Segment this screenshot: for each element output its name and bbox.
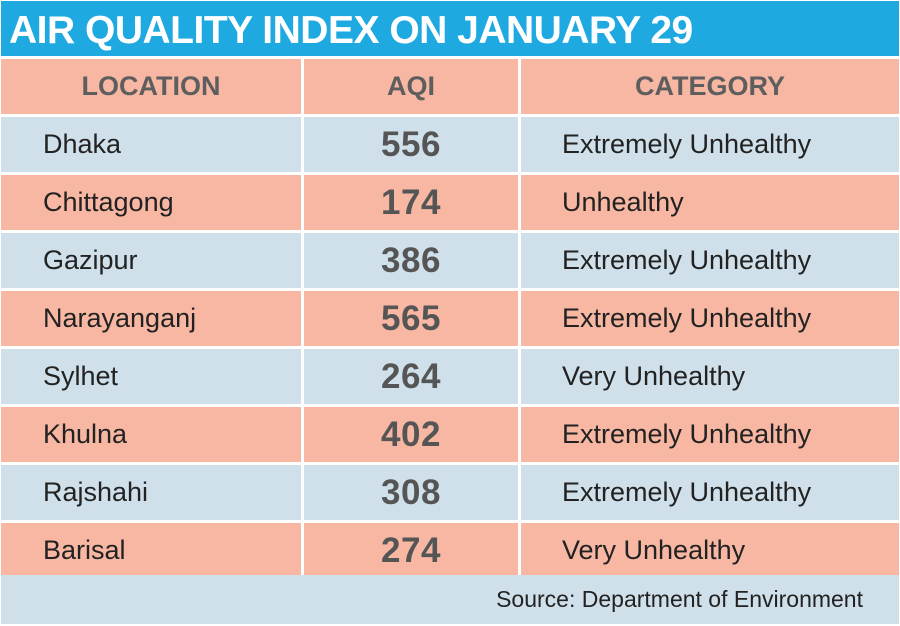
location-cell: Gazipur: [1, 233, 301, 288]
table-row: Rajshahi 308 Extremely Unhealthy: [1, 465, 899, 520]
table-row: Dhaka 556 Extremely Unhealthy: [1, 117, 899, 172]
column-header-aqi: AQI: [304, 59, 518, 114]
table-row: Barisal 274 Very Unhealthy: [1, 523, 899, 578]
chart-title: AIR QUALITY INDEX ON JANUARY 29: [9, 9, 693, 52]
category-cell: Very Unhealthy: [521, 523, 899, 578]
table-row: Chittagong 174 Unhealthy: [1, 175, 899, 230]
category-cell: Extremely Unhealthy: [521, 233, 899, 288]
source-note: Source: Department of Environment: [496, 586, 863, 612]
category-cell: Extremely Unhealthy: [521, 117, 899, 172]
aqi-value-cell: 174: [304, 175, 518, 230]
aqi-value-cell: 556: [304, 117, 518, 172]
header-row: LOCATION AQI CATEGORY: [1, 59, 899, 114]
location-cell: Rajshahi: [1, 465, 301, 520]
location-cell: Barisal: [1, 523, 301, 578]
aqi-value-cell: 274: [304, 523, 518, 578]
location-cell: Chittagong: [1, 175, 301, 230]
aqi-value-cell: 264: [304, 349, 518, 404]
aqi-value-cell: 308: [304, 465, 518, 520]
title-bar: AIR QUALITY INDEX ON JANUARY 29: [1, 1, 899, 56]
category-cell: Extremely Unhealthy: [521, 407, 899, 462]
category-cell: Very Unhealthy: [521, 349, 899, 404]
location-cell: Sylhet: [1, 349, 301, 404]
table-row: Gazipur 386 Extremely Unhealthy: [1, 233, 899, 288]
aqi-value-cell: 386: [304, 233, 518, 288]
category-cell: Extremely Unhealthy: [521, 465, 899, 520]
column-header-category: CATEGORY: [521, 59, 899, 114]
location-cell: Khulna: [1, 407, 301, 462]
aqi-value-cell: 565: [304, 291, 518, 346]
source-bar: Source: Department of Environment: [1, 575, 899, 624]
aqi-value-cell: 402: [304, 407, 518, 462]
table-row: Narayanganj 565 Extremely Unhealthy: [1, 291, 899, 346]
table-row: Khulna 402 Extremely Unhealthy: [1, 407, 899, 462]
location-cell: Dhaka: [1, 117, 301, 172]
category-cell: Extremely Unhealthy: [521, 291, 899, 346]
table-row: Sylhet 264 Very Unhealthy: [1, 349, 899, 404]
column-header-location: LOCATION: [1, 59, 301, 114]
location-cell: Narayanganj: [1, 291, 301, 346]
category-cell: Unhealthy: [521, 175, 899, 230]
